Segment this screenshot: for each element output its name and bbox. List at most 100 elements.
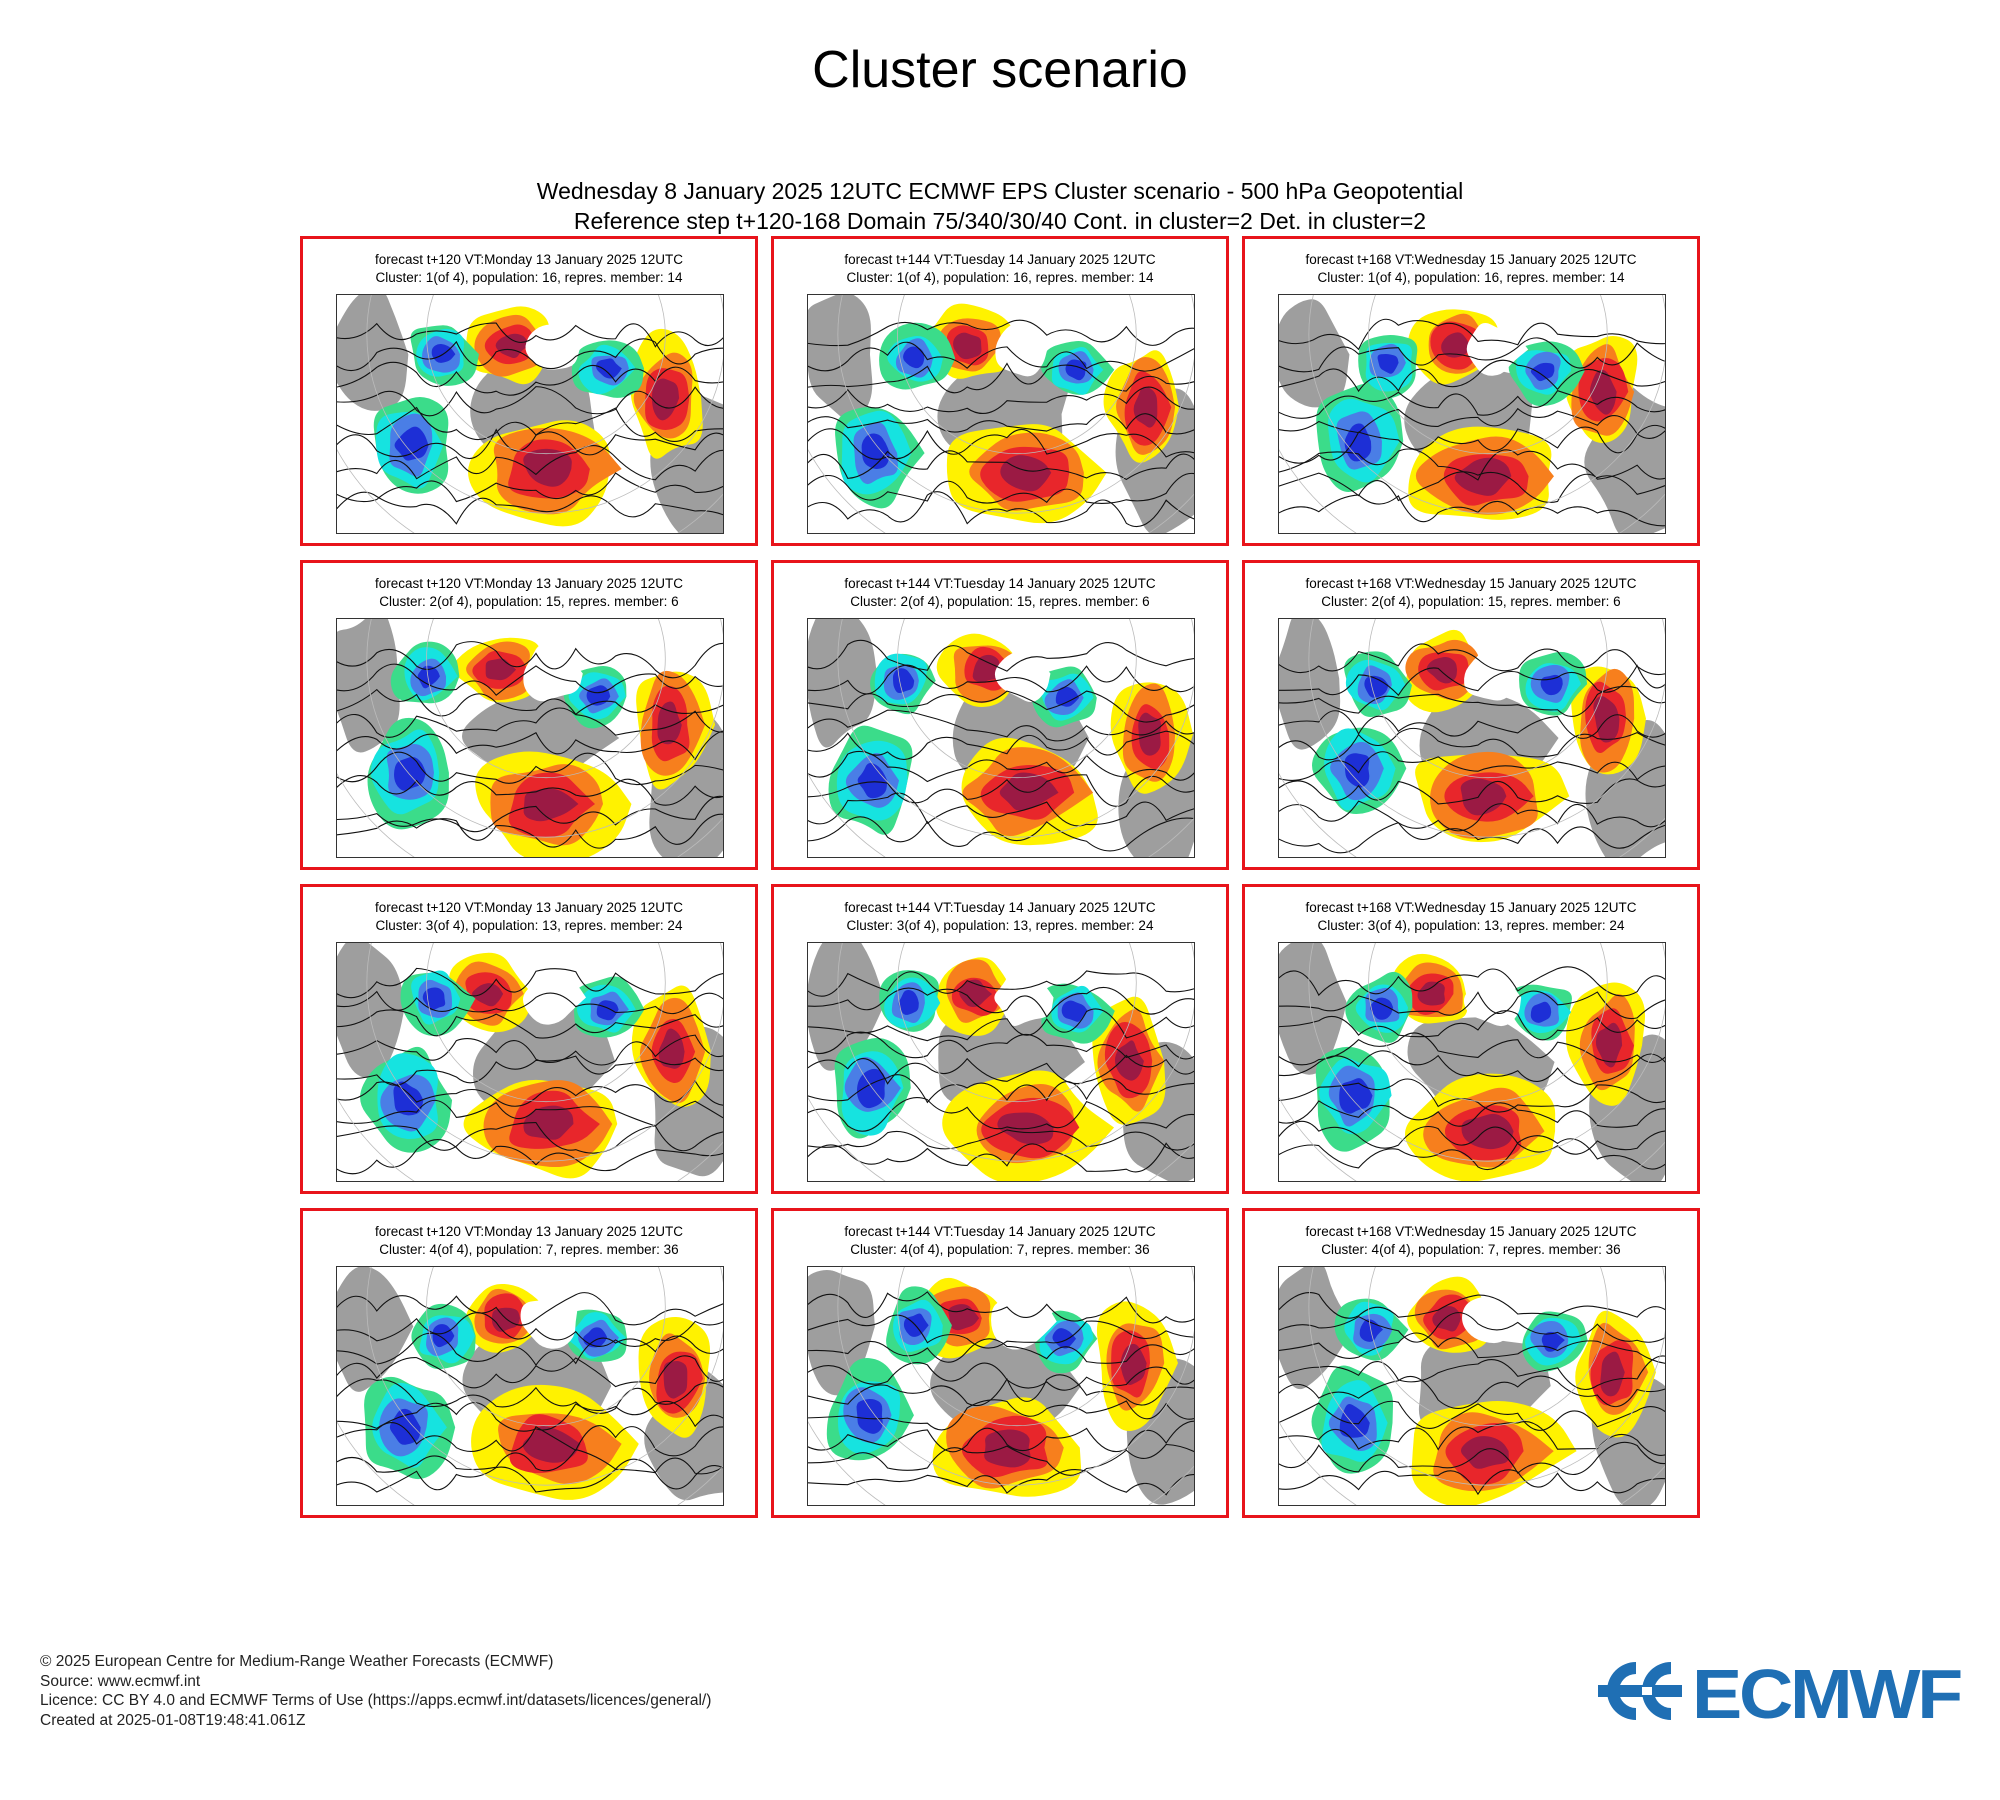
latitude-circle — [837, 295, 1194, 514]
latitude-circle — [1368, 619, 1608, 779]
negative-anomaly-area — [898, 989, 919, 1015]
geopotential-contour — [808, 1031, 1194, 1060]
neutral-anomaly-area — [808, 943, 886, 1071]
geopotential-map — [336, 942, 724, 1182]
negative-anomaly-area — [417, 665, 440, 689]
latitude-circle — [897, 619, 1137, 779]
footer-created: Created at 2025-01-08T19:48:41.061Z — [40, 1711, 306, 1729]
negative-anomaly-area — [856, 1398, 883, 1434]
negative-anomaly-area — [1530, 1001, 1552, 1023]
geopotential-contour — [337, 1378, 723, 1414]
geopotential-contour — [337, 428, 723, 460]
latitude-circle — [426, 295, 666, 455]
geopotential-contour — [1279, 424, 1665, 464]
geopotential-contour — [808, 491, 1194, 528]
geopotential-contour — [1279, 1441, 1665, 1476]
cluster-panel: forecast t+144 VT:Tuesday 14 January 202… — [771, 884, 1229, 1194]
geopotential-contour — [808, 1374, 1194, 1407]
panel-caption-line2: Cluster: 1(of 4), population: 16, repres… — [846, 270, 1154, 285]
cluster-panel: forecast t+120 VT:Monday 13 January 2025… — [300, 236, 758, 546]
neutral-anomaly-area — [1279, 619, 1341, 750]
ecmwf-logo-text: ECMWF — [1692, 1656, 1961, 1726]
latitude-circle — [837, 943, 1194, 1162]
negative-anomaly-area — [1339, 1403, 1370, 1438]
geopotential-contour — [808, 450, 1194, 481]
positive-anomaly-area — [1426, 656, 1458, 684]
geopotential-contour — [808, 1074, 1194, 1104]
positive-anomaly-area — [1600, 1351, 1625, 1397]
geopotential-map — [1278, 294, 1666, 534]
panel-caption-line1: forecast t+144 VT:Tuesday 14 January 202… — [844, 1224, 1156, 1239]
cluster-panel: forecast t+144 VT:Tuesday 14 January 202… — [771, 236, 1229, 546]
latitude-circle — [897, 295, 1137, 455]
latitude-circle — [897, 943, 1137, 1103]
panel-caption: forecast t+168 VT:Wednesday 15 January 2… — [1245, 1223, 1697, 1259]
geopotential-contour — [808, 413, 1194, 435]
geopotential-contour — [337, 1292, 723, 1326]
panel-caption-line1: forecast t+168 VT:Wednesday 15 January 2… — [1305, 576, 1637, 591]
negative-anomaly-area — [861, 433, 890, 470]
neutral-anomaly-area — [808, 295, 873, 421]
geopotential-contour — [808, 986, 1194, 1018]
geopotential-contour — [1279, 1355, 1665, 1390]
geopotential-contour — [808, 428, 1194, 460]
polar-region — [994, 648, 1051, 703]
cluster-panel: forecast t+144 VT:Tuesday 14 January 202… — [771, 1208, 1229, 1518]
positive-anomaly-area — [1432, 1306, 1462, 1332]
geopotential-contour — [337, 1465, 723, 1493]
latitude-circle — [366, 295, 723, 514]
panel-caption-line1: forecast t+168 VT:Wednesday 15 January 2… — [1305, 1224, 1637, 1239]
geopotential-contour — [1279, 664, 1665, 697]
panel-caption: forecast t+120 VT:Monday 13 January 2025… — [303, 1223, 755, 1259]
geopotential-contour — [808, 362, 1194, 394]
polar-region — [1462, 1296, 1525, 1344]
geopotential-contour — [808, 1129, 1194, 1151]
polar-region — [1464, 648, 1519, 701]
polar-region — [995, 324, 1048, 377]
positive-anomaly-area — [1589, 369, 1617, 415]
polar-region — [522, 972, 587, 1025]
geopotential-contour — [337, 1448, 723, 1475]
geopotential-contour — [808, 970, 1194, 997]
anomaly-map-svg — [808, 619, 1194, 857]
negative-anomaly-area — [856, 1068, 886, 1109]
geopotential-contour — [1279, 390, 1665, 419]
negative-anomaly-area — [393, 1081, 424, 1116]
panel-caption-line2: Cluster: 4(of 4), population: 7, repres.… — [850, 1242, 1150, 1257]
geopotential-contour — [1279, 1292, 1665, 1319]
geopotential-contour — [808, 750, 1194, 783]
latitude-circle — [837, 1267, 1194, 1486]
latitude-circle — [1368, 1267, 1608, 1427]
geopotential-contour — [337, 730, 723, 761]
geopotential-contour — [808, 1142, 1194, 1173]
positive-anomaly-area — [651, 378, 680, 421]
negative-anomaly-area — [1061, 1000, 1088, 1022]
latitude-circle — [1368, 295, 1608, 455]
polar-region — [991, 1296, 1057, 1350]
page-title: Cluster scenario — [812, 41, 1188, 99]
footer-copyright: © 2025 European Centre for Medium-Range … — [40, 1653, 554, 1670]
cluster-panel: forecast t+120 VT:Monday 13 January 2025… — [300, 884, 758, 1194]
geopotential-map — [1278, 618, 1666, 858]
negative-anomaly-area — [596, 358, 622, 379]
panel-caption: forecast t+144 VT:Tuesday 14 January 202… — [774, 251, 1226, 287]
panel-caption-line2: Cluster: 2(of 4), population: 15, repres… — [379, 594, 679, 609]
polar-region — [994, 971, 1054, 1026]
positive-anomaly-area — [1460, 778, 1507, 816]
anomaly-map-svg — [1279, 295, 1665, 533]
geopotential-contour — [808, 639, 1194, 672]
geopotential-contour — [337, 386, 723, 417]
chart-header-line1: Wednesday 8 January 2025 12UTC ECMWF EPS… — [536, 178, 1464, 204]
panel-caption: forecast t+168 VT:Wednesday 15 January 2… — [1245, 575, 1697, 611]
anomaly-map-svg — [1279, 619, 1665, 857]
geopotential-contour — [1279, 337, 1665, 373]
geopotential-contour — [337, 775, 723, 806]
geopotential-contour — [1279, 1120, 1665, 1155]
panel-caption: forecast t+144 VT:Tuesday 14 January 202… — [774, 575, 1226, 611]
geopotential-contour — [1279, 1135, 1665, 1171]
positive-anomaly-area — [1120, 1343, 1147, 1385]
latitude-circle — [366, 1267, 723, 1486]
latitude-circle — [1368, 943, 1608, 1103]
geopotential-contour — [1279, 727, 1665, 761]
panel-caption-line2: Cluster: 1(of 4), population: 16, repres… — [1317, 270, 1625, 285]
